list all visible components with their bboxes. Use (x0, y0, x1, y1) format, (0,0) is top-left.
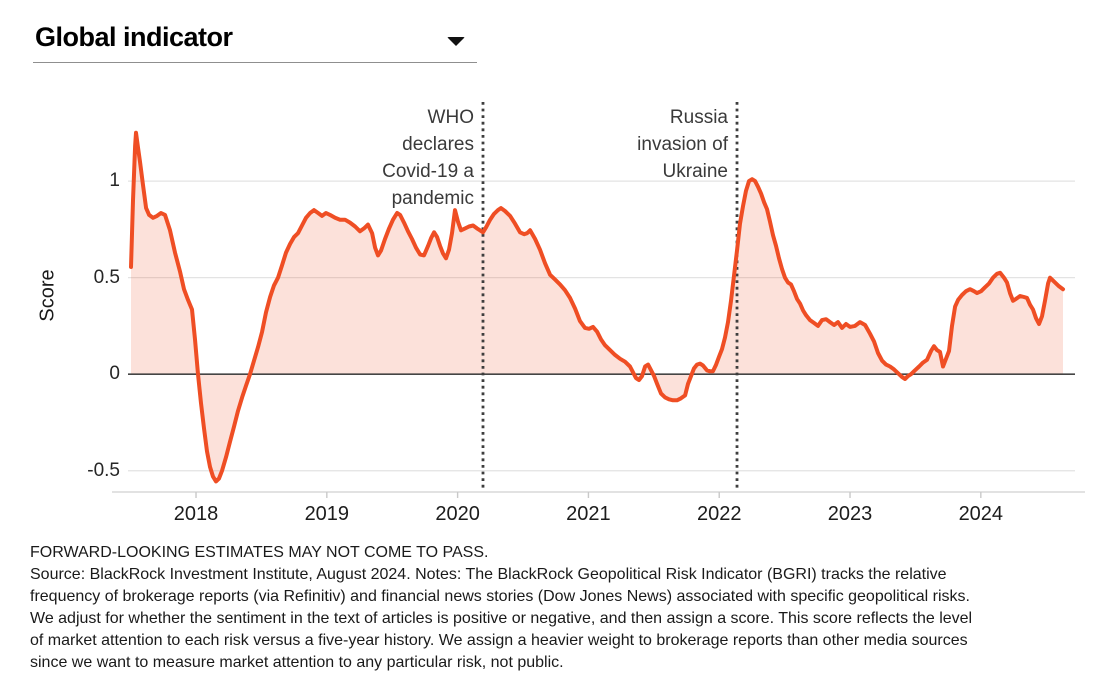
event-annotation: Russia invasion of Ukraine (637, 107, 728, 182)
x-tick-label: 2018 (173, 503, 219, 525)
page-title[interactable]: Global indicator (35, 22, 233, 52)
event-annotation: WHO declares Covid-19 a pandemic (382, 107, 474, 209)
y-tick-label: 0.5 (93, 266, 120, 288)
indicator-line (129, 130, 1065, 484)
plot-area (112, 102, 1085, 498)
x-tick-label: 2019 (304, 503, 350, 525)
y-axis-title: Score (36, 269, 59, 322)
source-note-line: Source: BlackRock Investment Institute, … (30, 566, 947, 583)
indicator-dropdown[interactable]: Global indicator (33, 18, 477, 63)
x-tick-label: 2022 (696, 503, 742, 525)
y-tick-label: 1 (109, 170, 120, 192)
chart-footnotes: FORWARD-LOOKING ESTIMATES MAY NOT COME T… (30, 542, 1100, 674)
indicator-area (131, 132, 1063, 482)
source-note-line: since we want to measure market attentio… (30, 654, 564, 671)
x-tick-label: 2020 (435, 503, 480, 525)
source-note-line: of market attention to each risk versus … (30, 632, 968, 649)
x-tick-label: 2024 (958, 503, 1004, 525)
source-note-line: frequency of brokerage reports (via Refi… (30, 588, 970, 605)
x-tick-label: 2023 (827, 503, 873, 525)
bgri-line-chart: Score 1 0.5 0 -0.5 2018 2019 2020 2021 2022 2023 2… (36, 102, 1085, 525)
x-tick-label: 2021 (566, 503, 611, 525)
source-note-line: We adjust for whether the sentiment in t… (30, 610, 973, 627)
y-tick-label: -0.5 (87, 459, 120, 481)
chevron-down-icon[interactable] (447, 37, 465, 46)
y-tick-label: 0 (109, 363, 120, 385)
forward-looking-disclaimer: FORWARD-LOOKING ESTIMATES MAY NOT COME T… (30, 544, 489, 561)
